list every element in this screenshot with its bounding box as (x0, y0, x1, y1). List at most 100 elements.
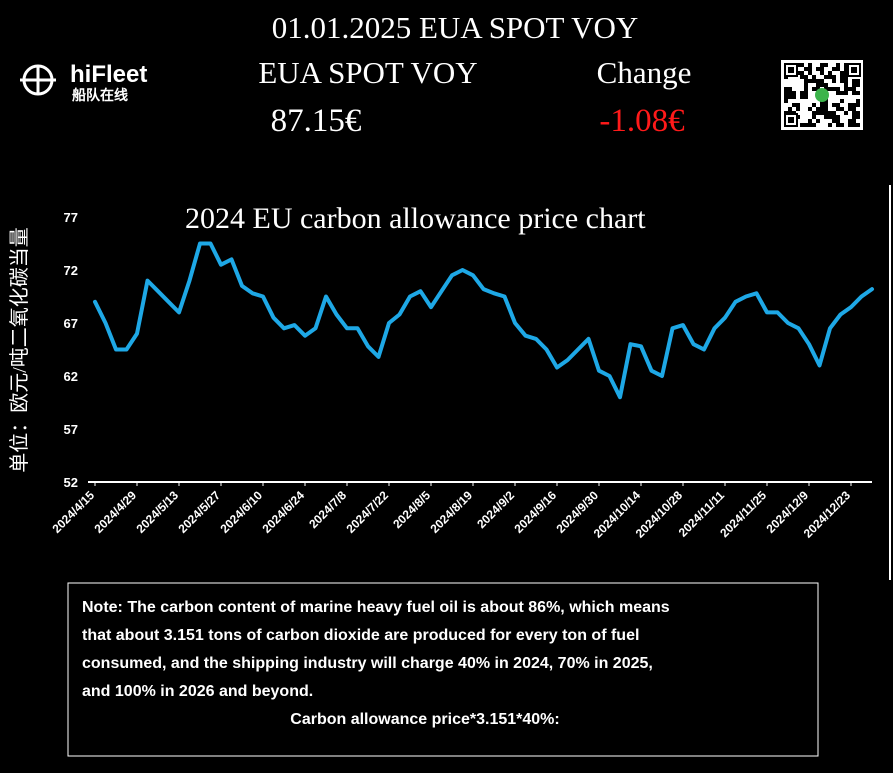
qr-cell (800, 71, 804, 75)
price: 87.15€ (271, 103, 362, 139)
note-line: and 100% in 2026 and beyond. (82, 683, 313, 700)
qr-cell (832, 119, 836, 123)
qr-cell (852, 87, 856, 91)
qr-cell (828, 111, 832, 115)
qr-cell (816, 67, 820, 71)
qr-cell (820, 107, 824, 111)
qr-cell (844, 91, 848, 95)
qr-cell (800, 123, 804, 127)
qr-cell (824, 87, 828, 91)
logo-name: hiFleet (70, 61, 147, 88)
qr-cell (840, 91, 844, 95)
qr-cell (804, 83, 808, 87)
qr-cell (788, 95, 792, 99)
y-tick-label: 57 (64, 422, 78, 437)
header-title: 01.01.2025 EUA SPOT VOY (272, 10, 639, 45)
qr-finder (851, 67, 857, 73)
logo-subtitle: 船队在线 (72, 87, 128, 103)
qr-cell (824, 99, 828, 103)
change: -1.08€ (599, 103, 684, 139)
qr-cell (852, 119, 856, 123)
qr-cell (836, 119, 840, 123)
qr-cell (796, 107, 800, 111)
qr-cell (852, 103, 856, 107)
qr-finder (788, 117, 794, 123)
qr-cell (844, 111, 848, 115)
qr-cell (812, 87, 816, 91)
qr-cell (832, 67, 836, 71)
qr-cell (816, 111, 820, 115)
qr-cell (832, 115, 836, 119)
qr-cell (820, 71, 824, 75)
qr-cell (820, 111, 824, 115)
qr-cell (856, 99, 860, 103)
qr-cell (828, 71, 832, 75)
qr-cell (836, 63, 840, 67)
qr-cell (804, 91, 808, 95)
qr-cell (824, 111, 828, 115)
qr-cell (804, 79, 808, 83)
y-tick-label: 67 (64, 316, 78, 331)
qr-cell (852, 91, 856, 95)
qr-cell (840, 75, 844, 79)
qr-cell (804, 87, 808, 91)
note-line: Note: The carbon content of marine heavy… (82, 599, 670, 616)
qr-cell (832, 111, 836, 115)
qr-cell (804, 67, 808, 71)
y-tick-label: 52 (64, 475, 78, 490)
y-tick-label: 77 (64, 210, 78, 225)
qr-code (781, 60, 863, 130)
qr-cell (844, 67, 848, 71)
qr-cell (812, 79, 816, 83)
qr-cell (836, 87, 840, 91)
qr-cell (824, 115, 828, 119)
qr-cell (844, 71, 848, 75)
qr-cell (824, 83, 828, 87)
qr-cell (808, 79, 812, 83)
qr-cell (848, 87, 852, 91)
y-tick-label: 72 (64, 263, 78, 278)
qr-cell (820, 83, 824, 87)
qr-cell (848, 107, 852, 111)
qr-cell (820, 79, 824, 83)
qr-cell (800, 91, 804, 95)
qr-cell (844, 75, 848, 79)
qr-cell (844, 83, 848, 87)
qr-cell (836, 115, 840, 119)
qr-cell (816, 83, 820, 87)
qr-cell (816, 107, 820, 111)
qr-finder (788, 67, 794, 73)
qr-cell (816, 119, 820, 123)
qr-cell (832, 87, 836, 91)
qr-cell (848, 103, 852, 107)
qr-cell (836, 67, 840, 71)
qr-cell (784, 91, 788, 95)
qr-cell (840, 79, 844, 83)
qr-cell (828, 75, 832, 79)
qr-cell (844, 63, 848, 67)
qr-cell (812, 111, 816, 115)
qr-cell (808, 63, 812, 67)
qr-cell (856, 123, 860, 127)
qr-cell (840, 71, 844, 75)
qr-cell (824, 63, 828, 67)
qr-cell (816, 87, 820, 91)
qr-cell (820, 103, 824, 107)
qr-cell (856, 111, 860, 115)
y-tick-label: 62 (64, 369, 78, 384)
qr-cell (852, 107, 856, 111)
qr-cell (840, 99, 844, 103)
qr-cell (848, 123, 852, 127)
note-formula: Carbon allowance price*3.151*40%: (290, 711, 559, 728)
note-line: that about 3.151 tons of carbon dioxide … (82, 627, 639, 644)
qr-cell (792, 91, 796, 95)
qr-cell (800, 95, 804, 99)
qr-cell (852, 115, 856, 119)
qr-cell (816, 79, 820, 83)
change-label: Change (597, 55, 692, 90)
qr-cell (812, 75, 816, 79)
note-line: consumed, and the shipping industry will… (82, 655, 653, 672)
qr-cell (840, 123, 844, 127)
